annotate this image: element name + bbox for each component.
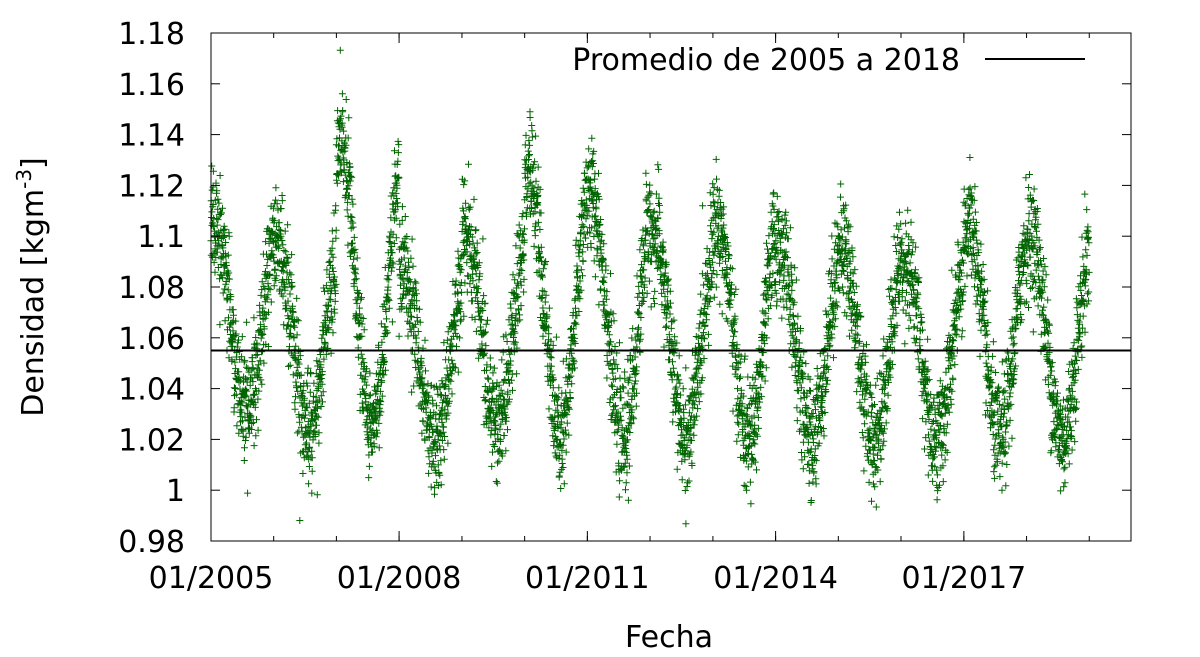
y-tick-label: 1.18 [118, 17, 185, 52]
y-axis-title-bracket: ] [16, 157, 51, 169]
daily-density-markers [207, 46, 1093, 528]
y-axis-title-main: Densidad [kgm [16, 189, 51, 417]
x-axis-title: Fecha [625, 620, 713, 655]
x-tick-label: 01/2008 [337, 561, 462, 596]
y-tick-label: 1.12 [118, 169, 185, 204]
y-tick-label: 0.98 [118, 525, 185, 560]
y-tick-label: 1.1 [137, 220, 185, 255]
x-axis: 01/2005 01/2008 01/2011 01/2014 01/2017 [149, 33, 1090, 596]
x-tick-label: 01/2014 [713, 561, 838, 596]
y-tick-label: 1 [166, 474, 185, 509]
y-tick-label: 1.04 [118, 373, 185, 408]
y-tick-label: 1.02 [118, 423, 185, 458]
y-tick-label: 1.14 [118, 119, 185, 154]
legend-label: Promedio de 2005 a 2018 [572, 43, 960, 78]
data-points [207, 46, 1093, 528]
y-tick-label: 1.06 [118, 322, 185, 357]
y-axis-title: Densidad [kgm-3] [12, 157, 51, 417]
y-axis-title-exponent: -3 [12, 169, 36, 189]
legend: Promedio de 2005 a 2018 [572, 43, 1085, 78]
x-tick-label: 01/2017 [902, 561, 1027, 596]
x-tick-label: 01/2005 [149, 561, 274, 596]
y-tick-label: 1.08 [118, 271, 185, 306]
x-tick-label: 01/2011 [525, 561, 650, 596]
y-tick-label: 1.16 [118, 68, 185, 103]
y-axis: 0.98 1 1.02 1.04 1.06 1.08 1.1 1.12 1.14 1.16 1.18 [118, 17, 1131, 560]
